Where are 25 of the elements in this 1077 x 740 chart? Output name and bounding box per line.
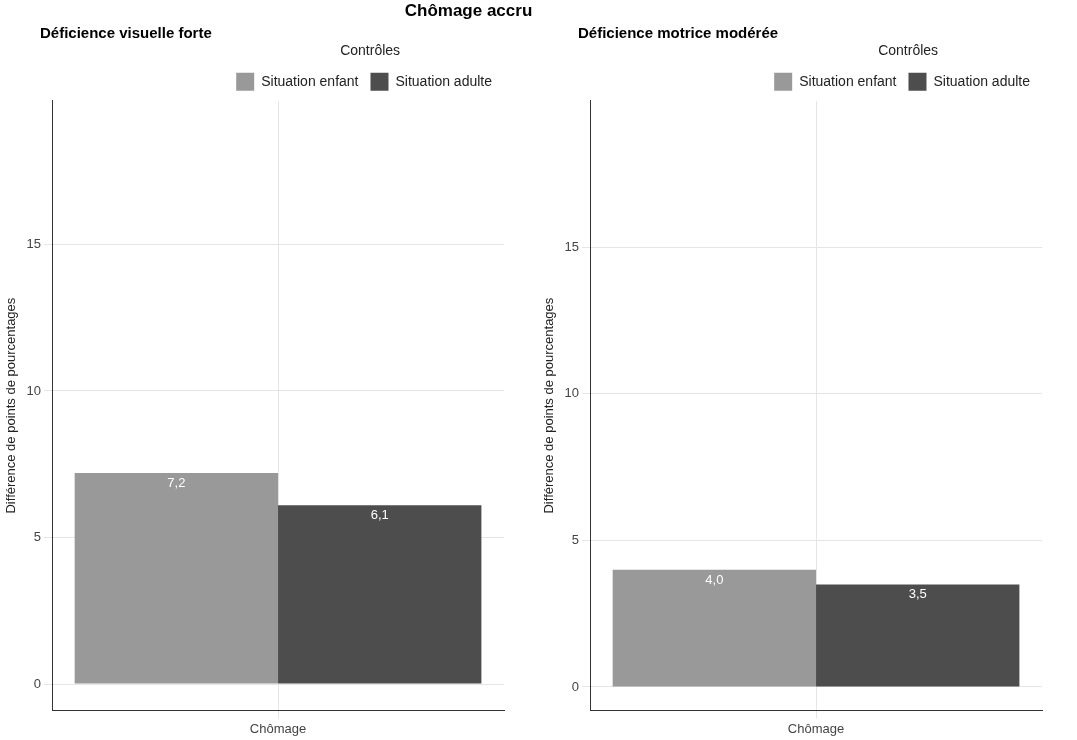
y-tick-label: 5 [33,529,42,545]
chart-subtitle: Déficience visuelle forte [40,24,212,41]
data-label: 7,2 [167,475,186,491]
y-tick-label: 0 [33,675,42,691]
data-label: 6,1 [370,507,389,523]
y-tick-label: 15 [26,235,42,251]
y-tick-label: 5 [571,531,580,547]
legend-label: Situation enfant [799,72,897,89]
legend-title: Contrôles [878,41,939,58]
y-tick-label: 0 [571,678,580,694]
chart-subtitle: Déficience motrice modérée [578,24,779,41]
x-tick-label: Chômage [249,720,307,736]
y-tick-label: 10 [26,382,42,398]
legend-label: Situation adulte [395,72,493,89]
chart-title: Chômage accru [403,0,534,22]
y-tick-label: 15 [564,238,580,254]
data-label: 3,5 [908,586,927,602]
legend-title: Contrôles [340,41,401,58]
y-axis-title: Différence de points de pourcentages [541,297,557,514]
y-axis-title: Différence de points de pourcentages [3,297,19,514]
legend-label: Situation adulte [933,72,1031,89]
x-tick-label: Chômage [787,720,845,736]
data-label: 4,0 [705,571,724,587]
legend-label: Situation enfant [261,72,359,89]
y-tick-label: 10 [564,385,580,401]
